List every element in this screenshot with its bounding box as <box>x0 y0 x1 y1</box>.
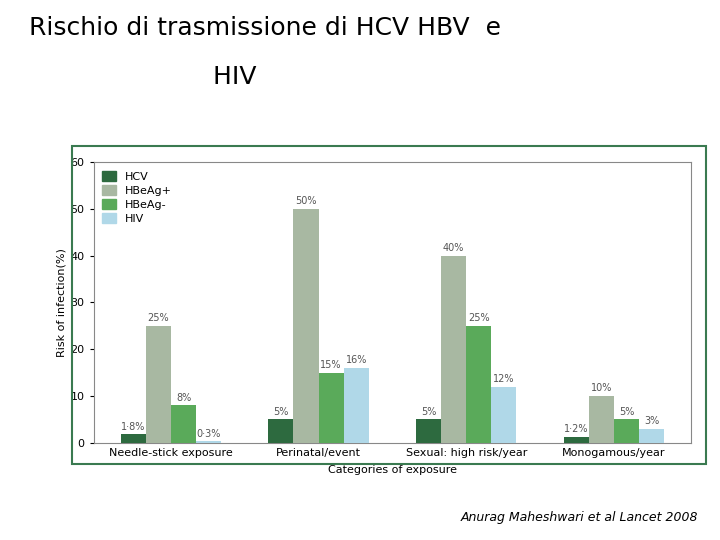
Text: 10%: 10% <box>590 383 612 393</box>
Legend: HCV, HBeAg+, HBeAg-, HIV: HCV, HBeAg+, HBeAg-, HIV <box>99 167 175 227</box>
Bar <box>467 326 491 443</box>
Text: 16%: 16% <box>346 355 367 365</box>
Bar <box>416 420 441 443</box>
Bar <box>294 209 318 443</box>
Bar <box>441 255 467 443</box>
Bar <box>171 406 196 443</box>
Bar <box>589 396 614 443</box>
Text: 25%: 25% <box>148 313 169 323</box>
Bar <box>269 420 294 443</box>
Bar <box>121 434 146 443</box>
Text: 5%: 5% <box>421 407 436 416</box>
Text: 8%: 8% <box>176 393 191 402</box>
Bar <box>614 420 639 443</box>
Text: 25%: 25% <box>468 313 490 323</box>
Text: 1·8%: 1·8% <box>121 422 145 431</box>
Y-axis label: Risk of infection(%): Risk of infection(%) <box>56 248 66 357</box>
Text: 5%: 5% <box>274 407 289 416</box>
Text: 12%: 12% <box>493 374 515 384</box>
Text: Anurag Maheshwari et al Lancet 2008: Anurag Maheshwari et al Lancet 2008 <box>461 511 698 524</box>
Text: 3%: 3% <box>644 416 659 426</box>
Bar <box>564 437 589 443</box>
Bar <box>491 387 516 443</box>
Text: HIV: HIV <box>29 65 256 89</box>
Bar <box>318 373 343 443</box>
Text: 40%: 40% <box>443 243 464 253</box>
Text: 50%: 50% <box>295 196 317 206</box>
Text: 0·3%: 0·3% <box>197 429 221 438</box>
Text: 1·2%: 1·2% <box>564 424 588 434</box>
Bar <box>343 368 369 443</box>
Bar <box>146 326 171 443</box>
Text: Rischio di trasmissione di HCV HBV  e: Rischio di trasmissione di HCV HBV e <box>29 16 501 40</box>
Text: 15%: 15% <box>320 360 342 370</box>
X-axis label: Categories of exposure: Categories of exposure <box>328 464 457 475</box>
Text: 5%: 5% <box>618 407 634 416</box>
Bar <box>639 429 664 443</box>
Bar <box>196 441 221 443</box>
